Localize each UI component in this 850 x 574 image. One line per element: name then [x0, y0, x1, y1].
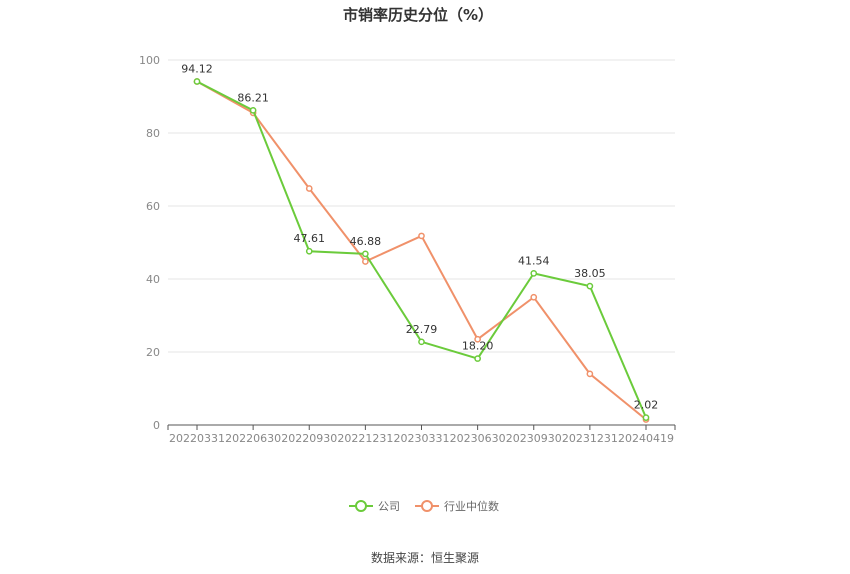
x-tick-label: 20220331: [169, 432, 225, 445]
x-tick-label: 20231231: [562, 432, 618, 445]
chart-title: 市销率历史分位（%）: [343, 6, 493, 24]
series-line: [196, 80, 647, 421]
y-tick-label: 80: [146, 127, 160, 140]
data-label: 47.61: [294, 232, 326, 245]
y-axis: 0 20 40 60 80 100: [139, 54, 160, 432]
y-tick-label: 20: [146, 346, 160, 359]
legend-label: 行业中位数: [444, 499, 499, 513]
data-label: 2.02: [634, 399, 659, 412]
x-tick-label: 20220930: [281, 432, 337, 445]
data-point[interactable]: [193, 78, 201, 85]
y-tick-label: 0: [153, 419, 160, 432]
legend-item[interactable]: 公司: [349, 500, 400, 513]
data-label: 22.79: [406, 323, 438, 336]
data-point[interactable]: [642, 414, 650, 421]
data-point[interactable]: [586, 282, 594, 290]
x-tick-label: 20230331: [394, 432, 450, 445]
y-tick-label: 40: [146, 273, 160, 286]
data-point[interactable]: [362, 250, 369, 258]
source-text: 数据来源：恒生聚源: [371, 550, 479, 565]
data-point[interactable]: [530, 293, 538, 301]
x-tick-label: 20240419: [618, 432, 674, 445]
data-point[interactable]: [474, 355, 481, 362]
series-layer: [193, 78, 650, 423]
data-point[interactable]: [418, 232, 425, 240]
y-tick-label: 60: [146, 200, 160, 213]
data-point[interactable]: [530, 270, 538, 277]
x-tick-label: 20230630: [450, 432, 506, 445]
data-label: 41.54: [518, 254, 550, 267]
x-axis: 20220331 20220630 20220930 20221231 20230331…: [167, 424, 676, 445]
legend-marker-icon: [421, 500, 433, 512]
data-point[interactable]: [586, 370, 594, 378]
data-point[interactable]: [249, 106, 257, 114]
legend-item[interactable]: 行业中位数: [415, 499, 499, 513]
data-point[interactable]: [305, 185, 313, 192]
legend[interactable]: 公司 行业中位数: [349, 499, 499, 513]
x-tick-label: 20230930: [506, 432, 562, 445]
grid: [168, 59, 675, 353]
data-label: 86.21: [237, 91, 269, 104]
y-tick-label: 100: [139, 54, 160, 67]
series-line: [196, 80, 647, 419]
data-point[interactable]: [474, 335, 481, 343]
data-label: 94.12: [181, 62, 213, 75]
x-tick-label: 20221231: [337, 432, 393, 445]
data-point[interactable]: [418, 338, 425, 346]
data-label: 18.20: [462, 340, 494, 353]
legend-marker-icon: [355, 500, 367, 512]
legend-label: 公司: [378, 500, 400, 513]
data-labels: 94.12 86.21 47.61 46.88 22.79 18.20 41.54 38.05…: [181, 62, 658, 411]
data-point[interactable]: [362, 258, 369, 265]
data-point[interactable]: [305, 247, 313, 255]
x-tick-label: 20220630: [225, 432, 281, 445]
data-label: 38.05: [574, 267, 606, 280]
data-label: 46.88: [350, 235, 382, 248]
